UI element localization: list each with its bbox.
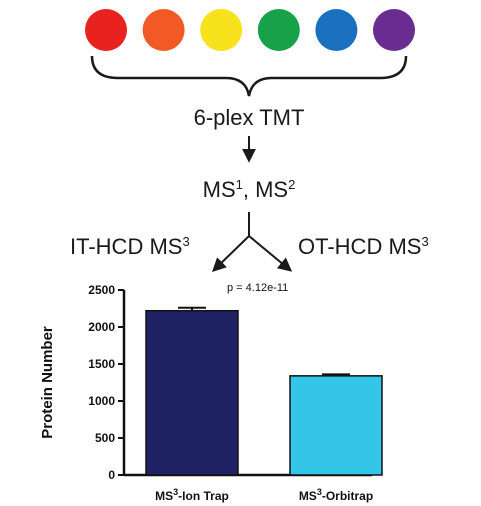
tmt-dot-5 [315,9,358,51]
tmt-color-dots [85,9,415,51]
curly-brace [90,55,408,97]
arrow-right-branch-icon [248,235,293,272]
bar-orbitrap [289,375,383,476]
x-category-label: MS3-Ion Trap [155,487,229,503]
arrow-left-branch-icon [211,235,250,272]
tmt-dot-3 [200,9,243,51]
tmt-dot-4 [257,9,300,51]
y-tick-label: 500 [95,431,115,445]
y-tick-label: 2000 [88,320,115,334]
step-ms1-ms2: MS1, MS2 [203,177,296,202]
bar-ion-trap [145,309,239,476]
protein-number-chart: 0 500 1000 1500 2000 2500 Protein Number MS3-Io… [39,283,383,503]
tmt-dot-6 [373,9,415,51]
x-category-label: MS3-Orbitrap [299,487,373,503]
right-branch-label: OT-HCD MS3 [298,234,429,259]
y-tick-label: 0 [108,468,115,482]
tmt-dot-1 [85,9,127,51]
y-tick-label: 1500 [88,357,115,371]
y-tick-label: 1000 [88,394,115,408]
y-tick-label: 2500 [88,283,115,297]
p-value-label: p = 4.12e-11 [227,282,288,294]
y-axis-label: Protein Number [39,326,56,439]
step-6plex-tmt: 6-plex TMT [194,105,305,130]
left-branch-label: IT-HCD MS3 [70,234,190,259]
tmt-dot-2 [142,9,185,51]
